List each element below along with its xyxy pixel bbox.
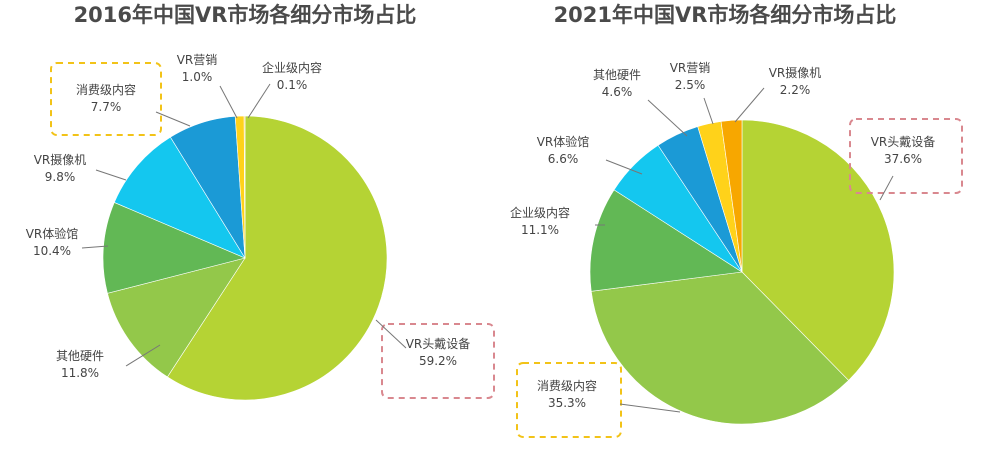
pie-slice-2016-2 [102, 202, 246, 294]
labels-2021: VR头戴设备 37.6% 消费级内容 35.3% 企业级内容 11.1% VR体验馆 6.6%… [510, 61, 936, 413]
slice-value-label: 9.8% [45, 170, 76, 184]
highlight-box-consumer-content-2016 [50, 62, 162, 136]
slice-value-label: 37.6% [884, 152, 922, 166]
slice-label: VR头戴设备 [871, 134, 936, 149]
pie-slice-2021-1 [590, 271, 849, 425]
leader-line [247, 83, 271, 119]
pie-slice-2021-2 [589, 189, 743, 292]
highlight-box-consumer-content-2021 [516, 362, 622, 438]
slice-value-label: 35.3% [548, 396, 586, 410]
slice-value-label: 7.7% [91, 100, 122, 114]
labels-2016: VR头戴设备 59.2% 其他硬件 11.8% VR体验馆 10.4% VR摄像机 9.8% 消… [26, 53, 471, 380]
slice-label: 其他硬件 [593, 68, 641, 82]
leader-line [879, 175, 894, 201]
slice-label: 消费级内容 [76, 82, 136, 97]
slice-label: VR营销 [670, 61, 711, 75]
slice-label: VR营销 [177, 53, 218, 67]
slice-label: 企业级内容 [262, 60, 322, 75]
leader-line [95, 169, 127, 181]
slice-label: VR摄像机 [769, 65, 822, 80]
slice-value-label: 1.0% [182, 70, 213, 84]
slice-value-label: 11.8% [61, 366, 99, 380]
highlight-box-vr-headset-2021 [849, 118, 963, 194]
slice-label: 其他硬件 [56, 349, 104, 363]
chart-2016: 2016年中国VR市场各细分市场占比 VR头戴设备59.2%其他硬件11.8%V… [26, 3, 495, 401]
pie-slice-2016-3 [113, 136, 246, 259]
slice-value-label: 4.6% [602, 85, 633, 99]
slice-label: VR体验馆 [537, 134, 590, 149]
pie-slice-2016-0 [166, 115, 388, 401]
slice-label: VR头戴设备 [406, 336, 471, 351]
pie-2021 [589, 119, 895, 425]
chart-title-2021: 2021年中国VR市场各细分市场占比 [554, 3, 897, 27]
slice-value-label: 2.2% [780, 83, 811, 97]
leader-line [734, 87, 765, 123]
leader-line [219, 85, 238, 119]
slice-value-label: 2.5% [675, 78, 706, 92]
pie-slice-2016-1 [107, 257, 246, 378]
leader-line [155, 111, 191, 127]
leader-line [647, 99, 688, 137]
slice-value-label: 0.1% [277, 78, 308, 92]
pie-slice-2021-6 [720, 119, 743, 273]
highlight-box-vr-headset-2016 [381, 323, 495, 399]
leader-line [81, 245, 109, 249]
slice-value-label: 59.2% [419, 354, 457, 368]
pie-slice-2016-6 [243, 115, 246, 259]
chart-2021: 2021年中国VR市场各细分市场占比 VR头戴设备 37.6% 消费级内容 35.3%… [510, 3, 963, 438]
leader-line [125, 344, 161, 367]
slice-value-label: 6.6% [548, 152, 579, 166]
leader-line [375, 319, 407, 349]
chart-title-2016: 2016年中国VR市场各细分市场占比 [74, 3, 417, 27]
leader-line [619, 403, 681, 413]
leader-line [605, 159, 643, 175]
slice-label: VR体验馆 [26, 226, 79, 241]
slice-label: 消费级内容 [537, 378, 597, 393]
slice-label: VR摄像机 [34, 152, 87, 167]
slice-value-label: 11.1% [521, 223, 559, 237]
pie-2016 [102, 115, 388, 401]
slice-value-label: 10.4% [33, 244, 71, 258]
pie-slice-2021-0 [741, 119, 895, 381]
leader-line [703, 97, 714, 125]
slice-label: 企业级内容 [510, 205, 570, 220]
